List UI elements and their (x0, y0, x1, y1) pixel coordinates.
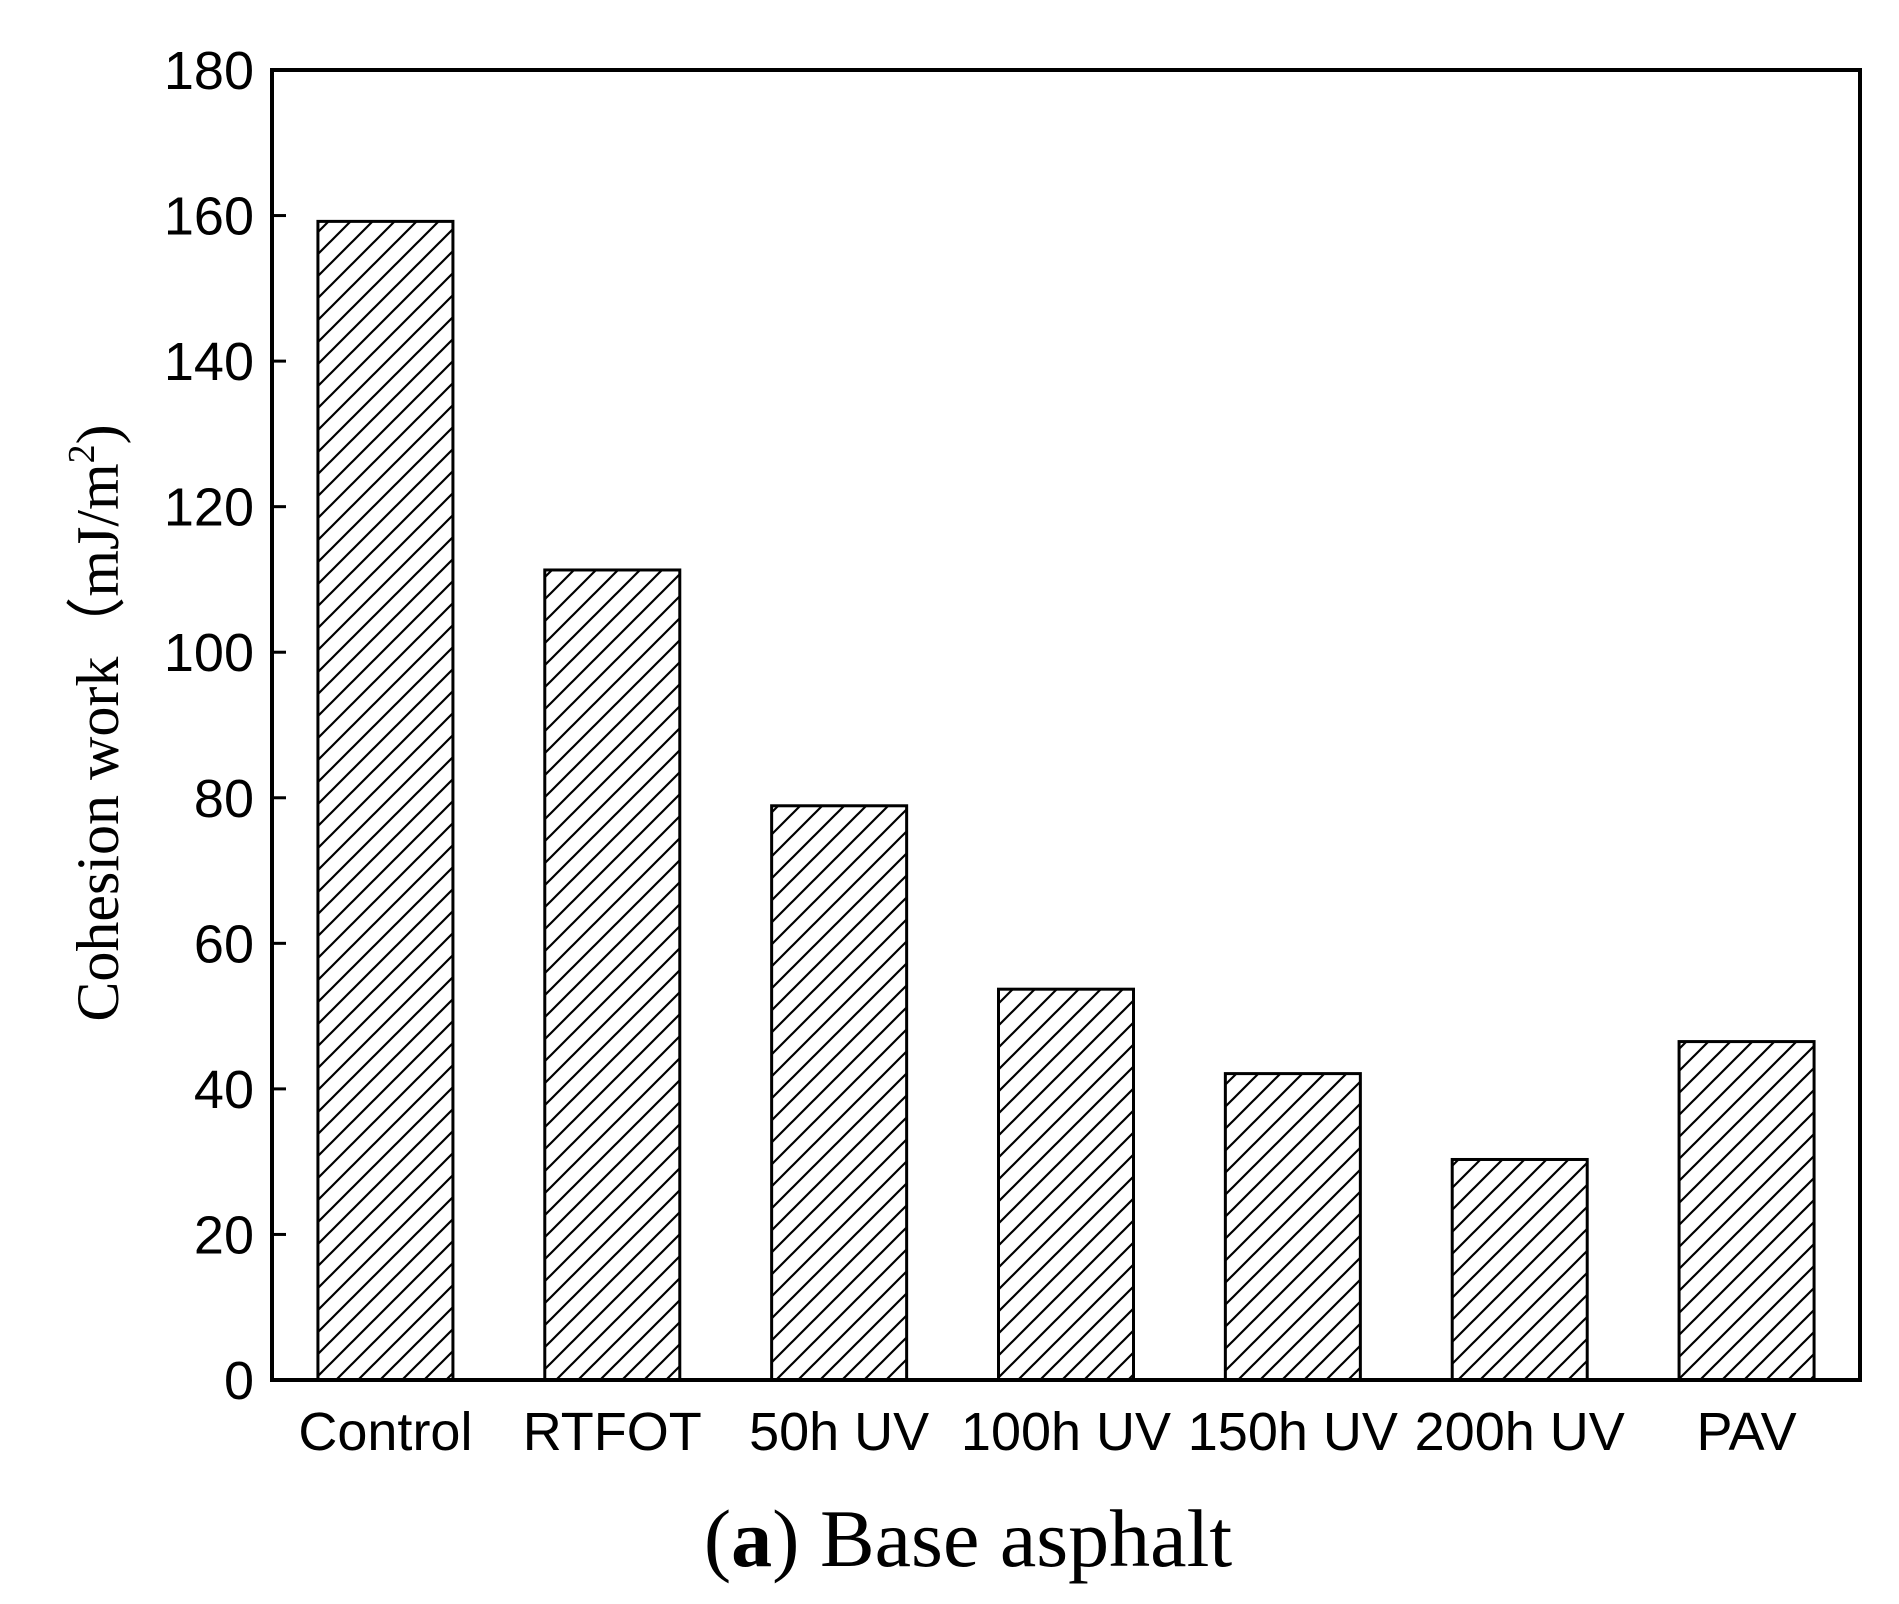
y-axis: 0 20 40 60 80 100 120 140 160 180 (164, 41, 286, 1411)
x-tick-label: 200h UV (1415, 1402, 1625, 1462)
y-tick-label: 40 (194, 1060, 254, 1120)
y-tick-label: 160 (164, 187, 254, 247)
y-tick-label: 0 (224, 1351, 254, 1411)
y-tick-label: 80 (194, 769, 254, 829)
bar-control (316, 219, 455, 1382)
bar-50h-uv (770, 804, 909, 1382)
bar-150h-uv (1223, 1072, 1362, 1382)
y-tick-label: 120 (164, 478, 254, 538)
y-axis-label-superscript: 2 (61, 444, 103, 463)
y-tick-label: 60 (194, 914, 254, 974)
x-tick-label: 50h UV (749, 1402, 929, 1462)
y-tick-label: 100 (164, 623, 254, 683)
y-tick-label: 180 (164, 41, 254, 101)
bar-rtfot (543, 568, 682, 1382)
x-tick-label: Control (298, 1402, 472, 1462)
y-tick-label: 20 (194, 1205, 254, 1265)
y-axis-label-text: Cohesion work（mJ/m (65, 463, 131, 1021)
x-tick-label: RTFOT (523, 1402, 702, 1462)
caption-text: Base asphalt (820, 1493, 1232, 1584)
plot-area-frame (270, 68, 1862, 1382)
x-tick-label: 150h UV (1188, 1402, 1398, 1462)
x-tick-label: PAV (1697, 1402, 1797, 1462)
y-axis-label-closing: ) (65, 424, 131, 444)
y-axis-label: Cohesion work（mJ/m2) (61, 424, 131, 1021)
bar-pav (1677, 1040, 1816, 1382)
bar-series (316, 219, 1816, 1382)
x-tick-label: 100h UV (961, 1402, 1171, 1462)
x-axis: Control RTFOT 50h UV 100h UV 150h UV 200h UV P… (298, 1402, 1796, 1462)
y-tick-label: 140 (164, 332, 254, 392)
caption-letter: a (731, 1493, 772, 1584)
bar-200h-uv (1450, 1157, 1589, 1382)
bar-100h-uv (997, 987, 1135, 1382)
figure-caption: (a) Base asphalt (704, 1493, 1233, 1584)
